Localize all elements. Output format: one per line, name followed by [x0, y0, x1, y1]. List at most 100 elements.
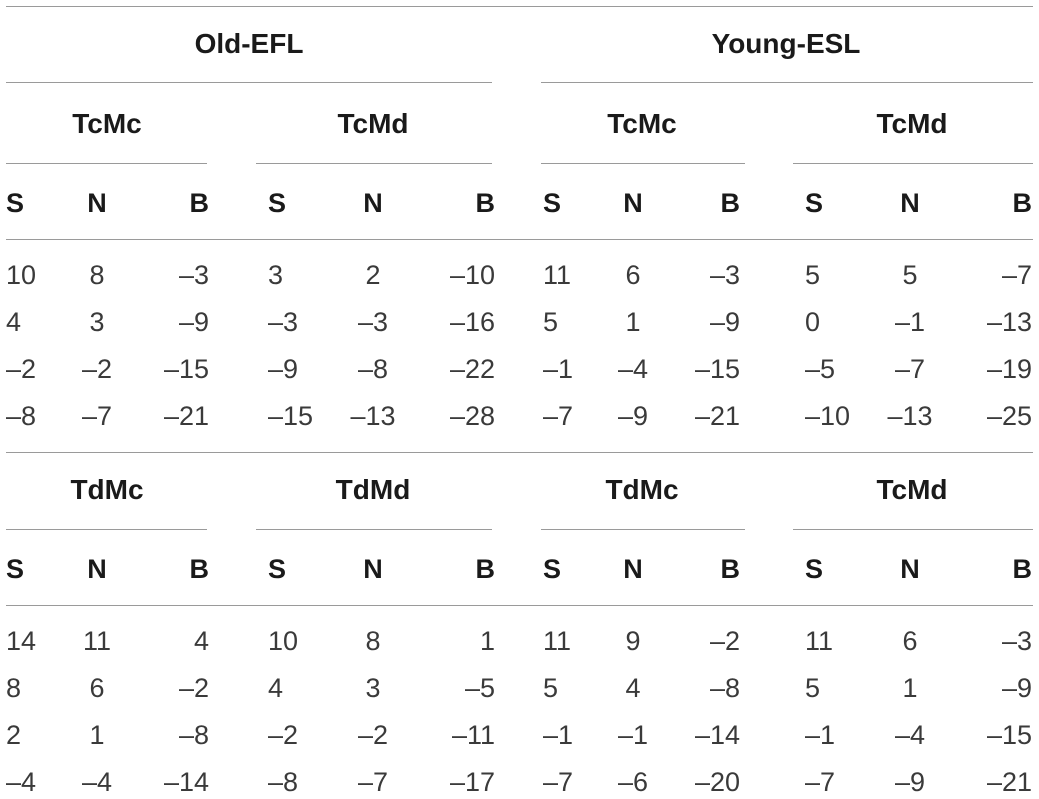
condition-rule — [541, 163, 745, 164]
table-cell: –4 — [81, 767, 113, 797]
table-cell: –4 — [6, 767, 37, 797]
table-cell: –17 — [449, 767, 495, 797]
table-cell: –3 — [1001, 626, 1032, 656]
table-cell: 11 — [805, 626, 834, 656]
condition-rule — [6, 529, 207, 530]
table-cell: 3 — [365, 673, 381, 703]
table-cell: –8 — [357, 354, 389, 384]
table-cell: 11 — [543, 626, 572, 656]
table-cell: 0 — [805, 307, 821, 337]
table-cell: –5 — [805, 354, 836, 384]
table-cell: –9 — [1001, 673, 1032, 703]
table-cell: 5 — [805, 673, 821, 703]
top-rule — [6, 6, 1033, 7]
table-cell: 10 — [6, 260, 37, 290]
table-cell: –7 — [894, 354, 926, 384]
condition-header: TcMd — [337, 108, 409, 139]
table-cell: –4 — [617, 354, 649, 384]
table-cell: –10 — [449, 260, 495, 290]
table-cell: –15 — [163, 354, 209, 384]
group-header: Old-EFL — [194, 28, 304, 59]
condition-rule — [256, 529, 492, 530]
column-header: B — [189, 554, 210, 584]
column-header: B — [189, 188, 210, 218]
table-cell: –9 — [709, 307, 740, 337]
table-cell: –16 — [449, 307, 495, 337]
table-cell: –14 — [694, 720, 740, 750]
column-header: S — [805, 554, 824, 584]
column-header: N — [363, 554, 383, 584]
table-cell: 6 — [902, 626, 918, 656]
table-cell: –15 — [986, 720, 1032, 750]
table-cell: –10 — [805, 401, 851, 431]
table-cell: –2 — [81, 354, 113, 384]
table-cell: –6 — [617, 767, 649, 797]
table-cell: –2 — [178, 673, 209, 703]
table-cell: –21 — [163, 401, 209, 431]
column-header: S — [6, 554, 25, 584]
table-cell: 5 — [543, 673, 559, 703]
table-cell: 8 — [89, 260, 105, 290]
table-cell: 1 — [479, 626, 495, 656]
table-cell: –28 — [449, 401, 495, 431]
table-cell: –7 — [81, 401, 113, 431]
column-header: S — [543, 188, 562, 218]
condition-header: TcMd — [876, 474, 948, 505]
column-header: N — [900, 188, 920, 218]
table-cell: 3 — [268, 260, 284, 290]
condition-rule — [256, 163, 492, 164]
table-cell: –8 — [6, 401, 37, 431]
table-cell: 8 — [6, 673, 22, 703]
table-cell: 6 — [625, 260, 641, 290]
column-header: S — [6, 188, 25, 218]
column-header: N — [363, 188, 383, 218]
table-cell: –21 — [986, 767, 1032, 797]
table-cell: 10 — [268, 626, 299, 656]
table-cell: –20 — [694, 767, 740, 797]
table-cell: –13 — [887, 401, 933, 431]
table-cell: –21 — [694, 401, 740, 431]
column-header: B — [720, 554, 741, 584]
table-cell: 2 — [365, 260, 381, 290]
column-header: B — [475, 554, 496, 584]
column-header: N — [87, 188, 107, 218]
condition-rule — [541, 529, 745, 530]
table-cell: –3 — [709, 260, 740, 290]
table-cell: –9 — [178, 307, 209, 337]
block-separator — [6, 452, 1033, 453]
table-cell: –14 — [163, 767, 209, 797]
column-header: B — [1012, 554, 1033, 584]
table-cell: –9 — [268, 354, 299, 384]
table-cell: –1 — [543, 720, 574, 750]
table-cell: 11 — [82, 626, 112, 656]
table-cell: –8 — [268, 767, 299, 797]
table-cell: –3 — [178, 260, 209, 290]
table-cell: –25 — [986, 401, 1032, 431]
table-cell: –7 — [805, 767, 836, 797]
column-header: N — [900, 554, 920, 584]
table-cell: –3 — [268, 307, 299, 337]
table-cell: –7 — [357, 767, 389, 797]
group-rule — [6, 82, 492, 83]
table-cell: 3 — [89, 307, 105, 337]
table-cell: 4 — [6, 307, 22, 337]
table-cell: –13 — [986, 307, 1032, 337]
condition-rule — [6, 163, 207, 164]
table-cell: 2 — [6, 720, 22, 750]
table-cell: 11 — [543, 260, 572, 290]
table-cell: –22 — [449, 354, 495, 384]
table-cell: –1 — [617, 720, 649, 750]
table-cell: –2 — [6, 354, 37, 384]
condition-header: TcMd — [876, 108, 948, 139]
table-cell: –19 — [986, 354, 1032, 384]
table-cell: 4 — [193, 626, 209, 656]
table-cell: –11 — [451, 720, 495, 750]
table-cell: 8 — [365, 626, 381, 656]
column-header-rule — [6, 605, 1033, 606]
condition-rule — [793, 529, 1033, 530]
table-cell: –4 — [894, 720, 926, 750]
table-cell: 1 — [902, 673, 918, 703]
condition-rule — [793, 163, 1033, 164]
condition-header: TdMc — [605, 474, 679, 505]
table-cell: –15 — [694, 354, 740, 384]
